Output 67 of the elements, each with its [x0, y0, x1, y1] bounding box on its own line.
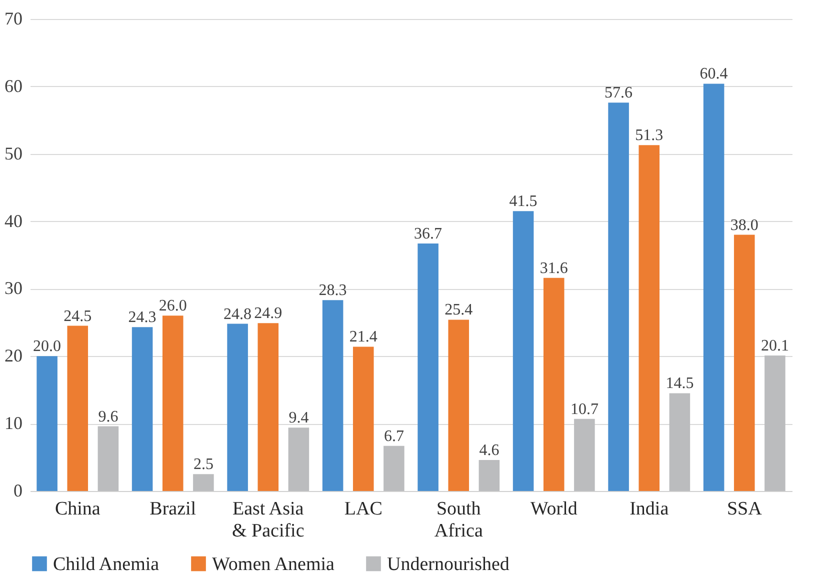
bar — [322, 300, 344, 491]
data-label: 9.6 — [98, 408, 118, 426]
legend-label: Undernourished — [387, 554, 510, 575]
bar — [734, 234, 755, 491]
data-label: 20.1 — [760, 337, 789, 354]
data-label: 24.8 — [224, 306, 252, 323]
bar — [543, 278, 564, 491]
bar — [288, 428, 310, 491]
bar — [67, 326, 88, 491]
y-tick-label: 60 — [4, 76, 22, 96]
bar — [448, 320, 470, 491]
data-label: 36.7 — [414, 226, 442, 243]
x-tick-label: India — [630, 498, 670, 520]
legend-label: Child Anemia — [53, 554, 160, 575]
bar — [703, 84, 724, 491]
bar — [352, 346, 374, 491]
x-tick-label: South Africa — [434, 498, 484, 542]
y-tick-label: 70 — [4, 8, 22, 28]
x-tick-label: China — [54, 498, 101, 520]
bar — [669, 393, 690, 491]
bar — [574, 418, 595, 491]
data-label: 4.6 — [479, 442, 500, 459]
bar — [193, 474, 214, 491]
data-label: 14.5 — [666, 375, 694, 392]
data-label: 24.9 — [254, 305, 282, 322]
bar — [227, 324, 248, 491]
bar — [162, 316, 184, 491]
data-label: 24.3 — [128, 309, 156, 326]
legend-label: Women Anemia — [212, 554, 336, 575]
bar — [764, 355, 786, 491]
bar — [36, 356, 58, 491]
bar — [132, 327, 153, 491]
y-tick-label: 20 — [4, 346, 22, 366]
data-label: 25.4 — [444, 302, 473, 319]
bar — [418, 244, 438, 491]
x-tick-label: East Asia & Pacific — [232, 498, 304, 542]
bar — [512, 211, 534, 491]
bar — [258, 323, 279, 491]
y-tick-label: 40 — [4, 210, 22, 231]
y-tick-label: 10 — [4, 413, 22, 434]
y-tick-label: 0 — [14, 480, 22, 500]
x-tick-label: LAC — [344, 498, 382, 520]
bar — [384, 446, 404, 491]
y-tick-label: 30 — [4, 278, 22, 298]
data-label: 10.7 — [570, 400, 598, 418]
data-label: 57.6 — [604, 84, 633, 102]
data-label: 26.0 — [158, 298, 187, 315]
data-label: 51.3 — [635, 127, 664, 144]
data-label: 31.6 — [540, 260, 568, 277]
x-tick-label: SSA — [726, 498, 762, 520]
data-label: 41.5 — [509, 193, 538, 210]
data-label: 9.4 — [288, 410, 309, 427]
data-label: 24.5 — [64, 308, 92, 325]
data-label: 2.5 — [193, 456, 214, 474]
y-tick-label: 50 — [4, 143, 22, 164]
data-label: 38.0 — [730, 216, 758, 234]
bar — [98, 426, 119, 491]
data-label: 21.4 — [349, 328, 378, 346]
bar — [638, 145, 660, 491]
bar — [478, 460, 500, 491]
data-label: 6.7 — [384, 428, 404, 445]
x-tick-label: Brazil — [150, 498, 196, 520]
data-label: 28.3 — [318, 282, 347, 300]
bar — [608, 102, 629, 491]
data-label: 60.4 — [700, 66, 728, 83]
data-label: 20.0 — [33, 338, 62, 356]
x-tick-label: World — [530, 498, 578, 520]
